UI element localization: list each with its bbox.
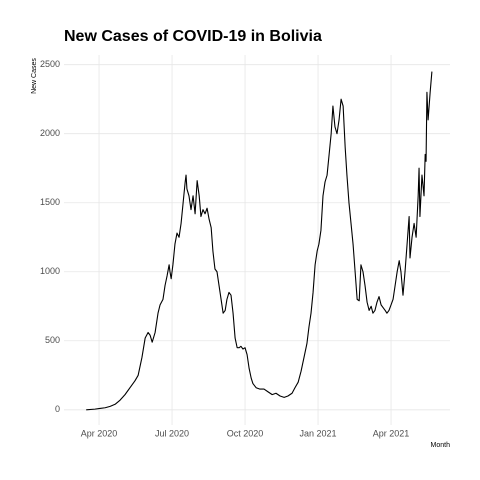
x-tick-label: Apr 2020: [81, 428, 118, 438]
y-tick-label: 0: [55, 404, 60, 414]
y-axis-label: New Cases: [31, 58, 38, 94]
data-line: [86, 71, 433, 411]
x-tick-label: Oct 2020: [227, 428, 264, 438]
x-tick-label: Jan 2021: [300, 428, 337, 438]
x-axis-label: Month: [431, 442, 451, 449]
y-tick-label: 2500: [40, 59, 60, 69]
y-tick-label: 1500: [40, 197, 60, 207]
y-tick-label: 500: [45, 335, 60, 345]
y-tick-label: 1000: [40, 266, 60, 276]
y-tick-label: 2000: [40, 128, 60, 138]
chart-title: New Cases of COVID-19 in Bolivia: [64, 28, 322, 45]
x-tick-label: Jul 2020: [155, 428, 189, 438]
x-tick-label: Apr 2021: [373, 428, 410, 438]
